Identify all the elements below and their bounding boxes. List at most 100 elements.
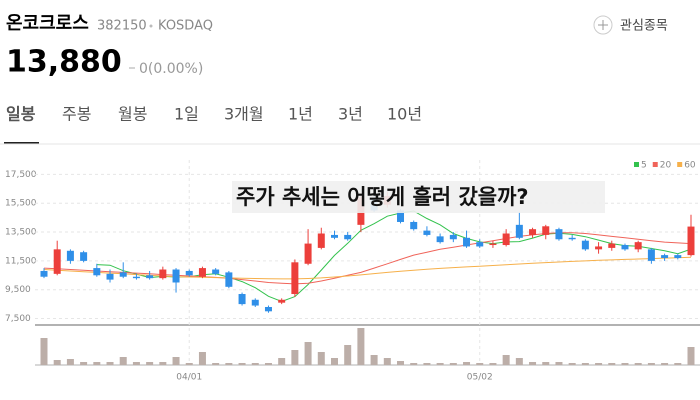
volume-bar [291,350,299,365]
volume-bar [449,363,457,365]
candle-body [93,268,101,276]
volume-bar [53,360,61,365]
stock-code: 382150 [97,19,147,34]
volume-bar [674,363,682,365]
candle-body [476,242,484,247]
volume-bar [185,363,193,365]
volume-bar [621,363,629,365]
market: KOSDAQ [158,19,213,34]
volume-bar [436,363,444,365]
volume-bar [410,363,418,365]
tab[interactable]: 주봉 [62,105,91,124]
volume-bar [357,328,365,365]
watch-button[interactable]: 관심종목 [593,15,668,35]
candle-body [489,243,497,246]
tab[interactable]: 3년 [338,105,363,124]
volume-bar [225,363,233,365]
candle-body [595,246,603,250]
candle-body [621,245,629,250]
volume-bar [529,362,537,365]
candle-body [397,210,405,222]
volume-bar [251,363,259,365]
y-tick-label: 15,500 [5,199,37,209]
chart-title: 주가 추세는 어떻게 흘러 갔을까? [236,185,529,209]
volume-bar [278,358,286,365]
volume-bar [66,359,74,365]
candle-body [291,262,299,295]
candle-body [344,234,352,240]
volume-bar [463,362,471,365]
candle-body [581,240,589,250]
tab[interactable]: 1일 [174,105,199,124]
candle-body [634,242,642,250]
volume-bar [106,362,114,365]
volume-bar [634,363,642,365]
candle-body [568,237,576,240]
candle-body [132,276,140,279]
volume-bar [212,363,220,365]
tab[interactable]: 10년 [387,105,422,124]
volume-bar [330,358,338,365]
volume-bar [146,362,154,365]
candle-body [172,269,180,283]
volume-bar [80,362,88,365]
volume-bar [317,352,325,365]
volume-bar [423,363,431,365]
tab[interactable]: 일봉 [6,105,36,124]
volume-bar [370,355,378,365]
tab[interactable]: 1년 [288,105,313,124]
y-tick-label: 9,500 [5,285,31,295]
volume-bar [595,363,603,365]
chart: 7,500 9,500 11,500 13,500 15,500 17,500 04/01 0… [5,160,700,383]
volume-bar [159,362,167,365]
candle-body [264,306,272,312]
volume-bar [489,363,497,365]
y-tick-label: 7,500 [5,314,31,324]
volume-bar [304,342,312,365]
stock-name: 온코크로스 [6,13,89,34]
candle-body [608,243,616,248]
tab[interactable]: 3개월 [224,105,264,124]
volume-bar [198,352,206,365]
volume-bar [132,362,140,365]
candle-body [225,272,233,287]
candle-body [198,268,206,277]
candle-body [159,269,167,279]
volume-bar [687,347,695,365]
volume-bar [515,358,523,365]
candle-body [502,233,510,246]
candle-body [661,255,669,258]
watch-label[interactable]: 관심종목 [620,19,668,34]
candle-body [674,255,682,258]
ma-line [96,210,692,303]
legend-swatch [634,162,639,167]
y-tick-label: 13,500 [5,228,37,238]
candle-body [317,233,325,248]
candle-body [185,270,193,276]
volume-bar [383,358,391,365]
legend-swatch [652,162,658,167]
x-tick-label: 04/01 [176,373,202,383]
candle-body [66,250,74,261]
candle-body [40,270,48,277]
candle-body [278,299,286,303]
volume-bar [93,362,101,365]
candle-body [687,226,695,256]
separator-dot [149,24,153,28]
candle-body [80,252,88,261]
volume-bar [119,357,127,365]
legend-label: 20 [660,161,672,171]
y-tick-label: 17,500 [5,170,37,180]
candle-body [449,234,457,240]
y-tick-label: 11,500 [5,256,37,266]
tab[interactable]: 월봉 [118,105,147,124]
candle-body [515,224,523,238]
x-tick-label: 05/02 [467,373,493,383]
candle-body [53,249,61,274]
candle-body [106,273,114,280]
volume-bar [397,361,405,365]
candle-body [529,229,537,235]
watch-icon [593,15,613,35]
